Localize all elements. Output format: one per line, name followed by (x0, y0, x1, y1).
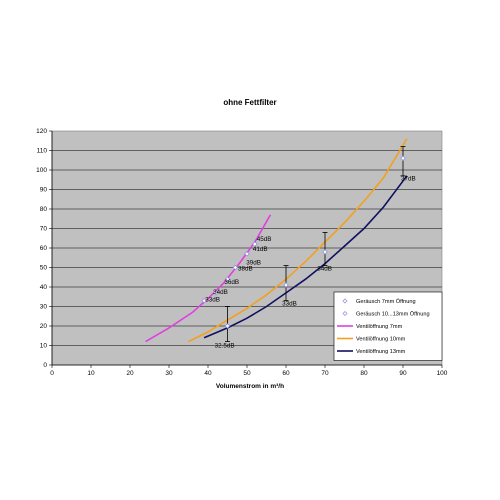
y-tick-label: 10 (40, 343, 48, 350)
data-point (224, 323, 231, 329)
data-point (201, 297, 207, 304)
y-tick-label: 80 (40, 206, 48, 213)
series-line (203, 175, 408, 339)
x-tick-label: 20 (126, 370, 134, 377)
annotation-label: 32.5dB (215, 342, 235, 349)
x-tick-label: 90 (399, 370, 407, 377)
x-tick-label: 0 (50, 370, 54, 377)
data-point (283, 282, 289, 288)
y-tick-label: 120 (36, 128, 47, 135)
x-tick-label: 30 (165, 370, 173, 377)
annotation-label: 33dB (282, 301, 297, 308)
annotation-label: 45dB (257, 236, 272, 243)
y-tick-label: 70 (40, 226, 48, 233)
data-point (400, 155, 406, 161)
annotation-label: 33dB (205, 297, 220, 304)
chart-title: ohne Fettfilter (223, 98, 277, 107)
x-tick-label: 80 (360, 370, 368, 377)
x-axis-label: Volumenstrom in m³/h (215, 383, 285, 390)
legend-item-label: Geräusch 7mm Öffnung (356, 298, 416, 305)
legend-item-label: Geräusch 10...13mm Öffnung (356, 311, 430, 318)
annotation-label: 39dB (246, 260, 261, 267)
data-point (322, 249, 328, 255)
y-tick-label: 110 (37, 148, 48, 155)
legend-marker (342, 311, 348, 316)
x-tick-label: 70 (321, 370, 329, 377)
chart-legend: Geräusch 7mm Öffnung Geräusch 10...13mm Ö… (333, 291, 443, 361)
annotation-label: 41dB (253, 246, 268, 253)
data-point (252, 241, 258, 247)
data-point (244, 251, 250, 257)
y-tick-label: 0 (43, 362, 47, 369)
x-tick-label: 50 (243, 370, 251, 377)
y-tick-label: 40 (40, 284, 48, 291)
y-tick-label: 60 (40, 245, 48, 252)
data-point (232, 264, 238, 271)
legend-marker (342, 298, 348, 304)
annotation-label: 34dB (213, 289, 228, 296)
annotation-label: 36dB (224, 279, 239, 286)
x-tick-label: 10 (87, 370, 95, 377)
legend-item-label: Ventilöffnung 13mm (356, 349, 406, 355)
annotation-label: 38dB (238, 265, 253, 272)
x-tick-label: 40 (204, 370, 212, 377)
annotation-label: 34dB (317, 265, 332, 272)
x-tick-label: 100 (437, 370, 448, 377)
y-tick-label: 100 (36, 167, 47, 174)
data-point (213, 290, 219, 296)
y-tick-label: 20 (40, 323, 48, 330)
x-tick-label: 60 (282, 370, 290, 377)
annotation-label: 37dB (401, 176, 416, 183)
y-tick-label: 50 (40, 265, 48, 272)
legend-item-label: Ventilöffnung 7mm (356, 324, 403, 330)
series-line (188, 138, 408, 343)
y-tick-label: 30 (40, 304, 48, 311)
y-tick-label: 90 (40, 187, 48, 194)
data-point (224, 276, 231, 282)
legend-item-label: Ventilöffnung 10mm (356, 337, 406, 343)
